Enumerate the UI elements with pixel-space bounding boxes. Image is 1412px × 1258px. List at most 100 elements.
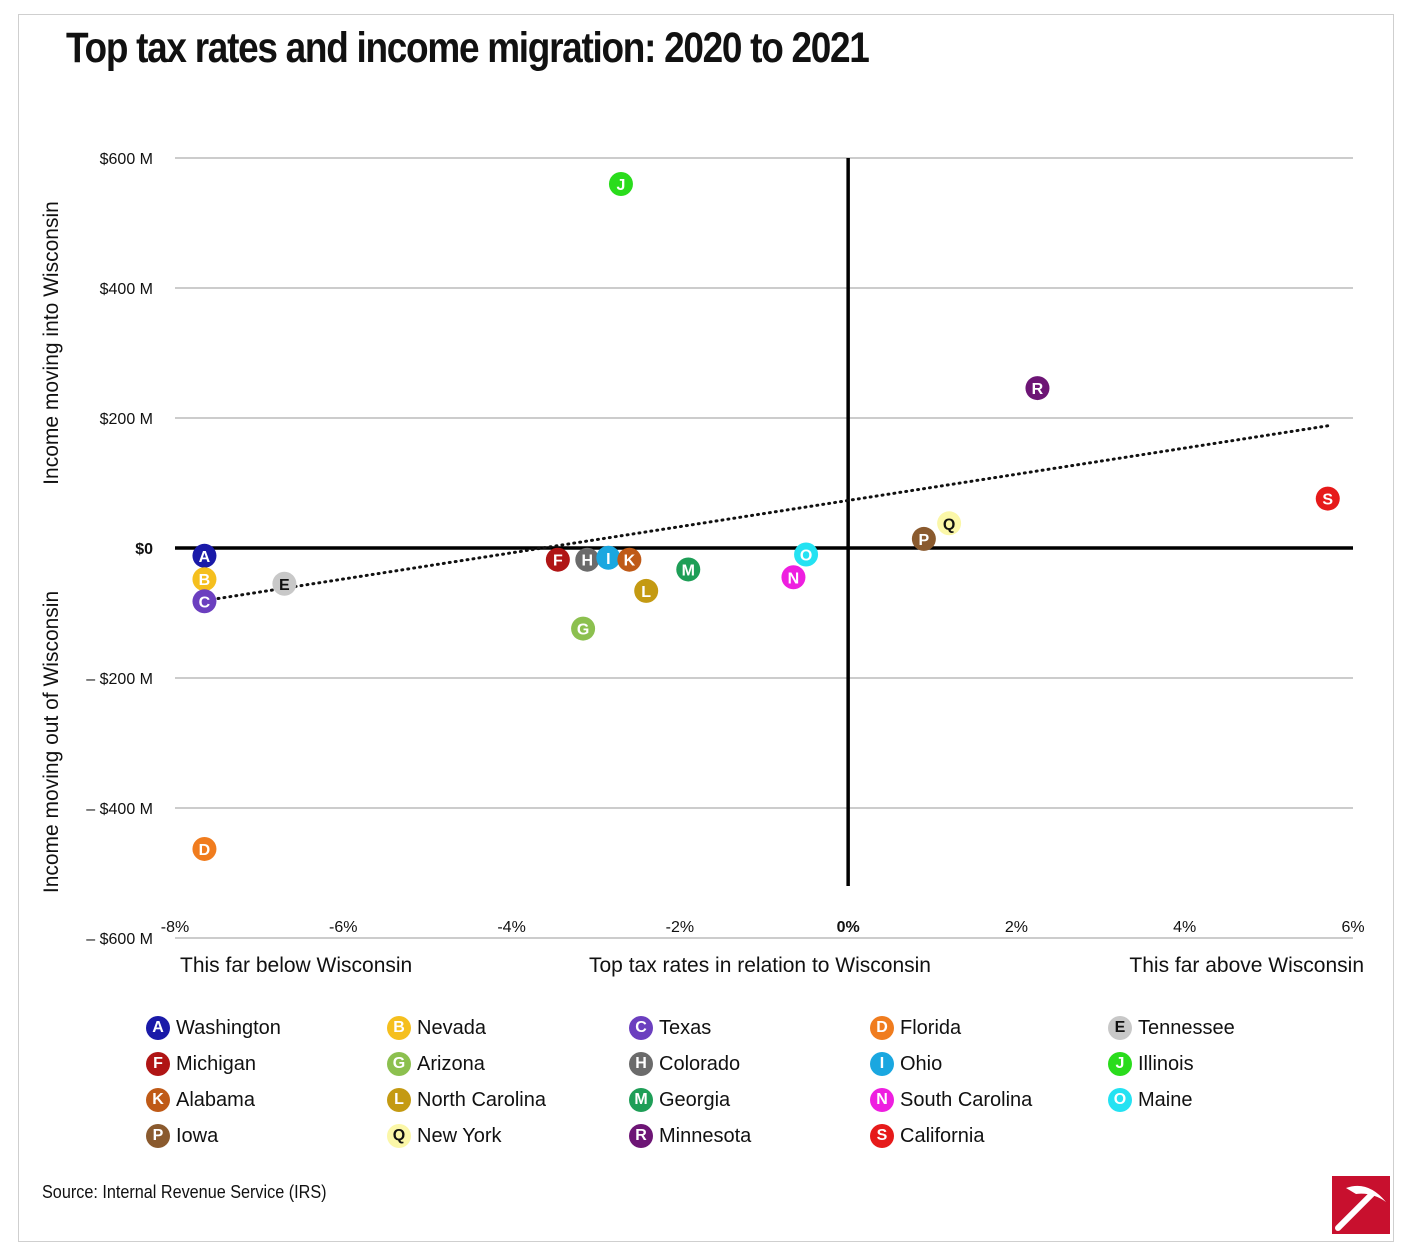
legend-item-maine: O Maine — [1108, 1086, 1192, 1114]
legend: A Washington B Nevada C Texas D Florida E Tenness… — [146, 1014, 1376, 1164]
legend-label: Alabama — [176, 1088, 255, 1111]
chart-frame — [18, 14, 1394, 1242]
legend-marker: L — [387, 1088, 411, 1112]
point-label-i: I — [606, 551, 610, 568]
point-label-c: C — [199, 594, 211, 611]
point-label-r: R — [1032, 381, 1044, 398]
y-tick-label: $400 M — [100, 281, 153, 298]
legend-label: Georgia — [659, 1088, 731, 1111]
legend-label: Michigan — [176, 1052, 257, 1075]
legend-label: Iowa — [176, 1124, 219, 1147]
legend-marker: H — [629, 1052, 653, 1076]
x-axis-label-right: This far above Wisconsin — [1129, 954, 1364, 977]
legend-item-arizona: G Arizona — [387, 1050, 485, 1078]
y-axis-label-top: Income moving into Wisconsin — [40, 201, 63, 485]
point-label-g: G — [577, 622, 589, 639]
point-n — [781, 565, 806, 590]
legend-item-florida: D Florida — [870, 1014, 961, 1042]
legend-marker: E — [1108, 1016, 1132, 1040]
trendline — [198, 424, 1330, 603]
legend-item-iowa: P Iowa — [146, 1122, 218, 1150]
legend-marker: J — [1108, 1052, 1132, 1076]
point-label-b: B — [199, 572, 211, 589]
legend-label: Texas — [659, 1016, 712, 1039]
legend-label: New York — [417, 1124, 502, 1147]
point-m — [676, 557, 701, 582]
y-tick-label: $200 M — [100, 411, 153, 428]
x-tick-label: 2% — [1005, 919, 1028, 936]
x-axis-label-left: This far below Wisconsin — [180, 954, 412, 977]
legend-label: Washington — [176, 1016, 281, 1039]
point-p — [911, 526, 936, 551]
point-c — [192, 589, 217, 614]
point-l — [634, 578, 659, 603]
point-o — [794, 542, 819, 567]
source-note: Source: Internal Revenue Service (IRS) — [42, 1182, 327, 1202]
legend-item-michigan: F Michigan — [146, 1050, 256, 1078]
legend-marker: G — [387, 1052, 411, 1076]
point-label-e: E — [279, 577, 290, 594]
legend-item-washington: A Washington — [146, 1014, 281, 1042]
pickaxe-logo-icon — [1332, 1176, 1390, 1234]
x-tick-label: -6% — [329, 919, 357, 936]
legend-marker: O — [1108, 1088, 1132, 1112]
point-i — [596, 545, 621, 570]
legend-label: Florida — [900, 1016, 962, 1039]
legend-marker: N — [870, 1088, 894, 1112]
point-label-m: M — [682, 562, 695, 579]
point-label-q: Q — [943, 516, 955, 533]
legend-item-alabama: K Alabama — [146, 1086, 255, 1114]
point-label-d: D — [199, 842, 211, 859]
legend-item-georgia: M Georgia — [629, 1086, 730, 1114]
point-label-f: F — [553, 553, 563, 570]
legend-label: Tennessee — [1138, 1016, 1235, 1039]
scatter-chart: $600 M $400 M $200 M $0 – $200 M – $400 M – $6… — [40, 151, 1365, 977]
point-s — [1315, 486, 1340, 511]
legend-item-nevada: B Nevada — [387, 1014, 486, 1042]
legend-marker: K — [146, 1088, 170, 1112]
point-k — [617, 547, 642, 572]
legend-label: Illinois — [1138, 1052, 1194, 1075]
legend-label: Minnesota — [659, 1124, 752, 1147]
legend-item-new-york: Q New York — [387, 1122, 502, 1150]
x-tick-label: -8% — [161, 919, 189, 936]
x-tick-label: -2% — [666, 919, 694, 936]
x-tick-label: 4% — [1173, 919, 1196, 936]
point-r — [1025, 376, 1050, 401]
point-f — [545, 547, 570, 572]
point-label-k: K — [624, 553, 636, 570]
legend-marker: F — [146, 1052, 170, 1076]
point-j — [608, 172, 633, 196]
legend-label: South Carolina — [900, 1088, 1033, 1111]
legend-marker: B — [387, 1016, 411, 1040]
point-d — [192, 836, 217, 861]
legend-marker: S — [870, 1124, 894, 1148]
legend-label: Nevada — [417, 1016, 486, 1039]
y-tick-label: $600 M — [100, 151, 153, 168]
point-label-l: L — [641, 584, 651, 601]
point-label-n: N — [788, 570, 800, 587]
point-h — [575, 547, 600, 572]
y-axis-label-bottom: Income moving out of Wisconsin — [40, 591, 63, 893]
point-label-s: S — [1322, 492, 1333, 509]
point-label-o: O — [800, 548, 812, 565]
x-tick-label: 6% — [1341, 919, 1364, 936]
legend-item-texas: C Texas — [629, 1014, 711, 1042]
legend-marker: Q — [387, 1124, 411, 1148]
legend-item-south-carolina: N South Carolina — [870, 1086, 1032, 1114]
point-label-p: P — [919, 532, 930, 549]
legend-label: Colorado — [659, 1052, 741, 1075]
y-tick-label: – $600 M — [86, 931, 153, 948]
point-label-a: A — [199, 549, 211, 566]
point-e — [272, 571, 297, 596]
legend-item-north-carolina: L North Carolina — [387, 1086, 546, 1114]
point-g — [571, 616, 596, 641]
x-tick-label: -4% — [497, 919, 525, 936]
point-label-j: J — [617, 177, 626, 194]
legend-item-tennessee: E Tennessee — [1108, 1014, 1235, 1042]
legend-marker: R — [629, 1124, 653, 1148]
point-b — [192, 567, 217, 592]
legend-item-ohio: I Ohio — [870, 1050, 942, 1078]
legend-item-colorado: H Colorado — [629, 1050, 740, 1078]
point-q — [937, 511, 962, 536]
